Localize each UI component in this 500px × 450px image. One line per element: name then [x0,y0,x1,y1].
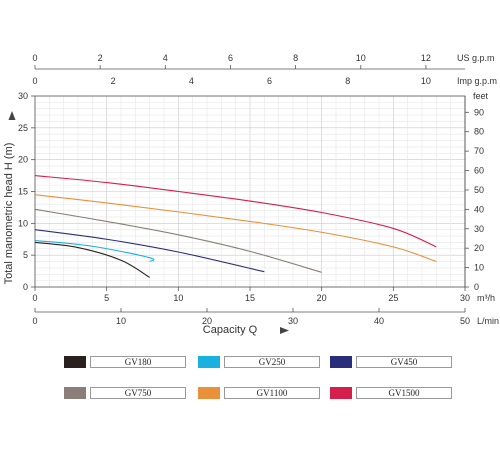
y-tick-label: 0 [23,282,28,292]
us-gpm-tick-label: 6 [228,53,233,63]
series-line-gv750 [34,208,322,273]
series-line-gv450 [34,229,265,273]
y-tick-label: 30 [18,91,28,101]
imp-gpm-tick-label: 10 [421,76,431,86]
feet-tick-label: 80 [474,127,484,137]
series-line-gv180 [34,241,150,278]
y-axis-arrow-icon [8,111,16,120]
feet-tick-label: 10 [474,263,484,273]
lmin-tick-label: 40 [374,316,384,326]
feet-tick-label: 60 [474,166,484,176]
imp-gpm-tick-label: 0 [32,76,37,86]
x-tick-label: 20 [317,293,327,303]
feet-unit-label: feet [473,91,489,101]
lmin-tick-label: 0 [32,316,37,326]
feet-tick-label: 0 [474,282,479,292]
x-tick-label: 5 [104,293,109,303]
us-gpm-tick-label: 2 [98,53,103,63]
x-axis-title: Capacity Q [203,324,258,336]
y-tick-label: 15 [18,187,28,197]
lmin-unit-label: L/min [477,316,499,326]
us-gpm-tick-label: 0 [32,53,37,63]
us-gpm-tick-label: 10 [356,53,366,63]
y-tick-label: 25 [18,123,28,133]
x-tick-label: 30 [460,293,470,303]
feet-tick-label: 20 [474,243,484,253]
us-gpm-tick-label: 8 [293,53,298,63]
series-line-gv250 [34,239,155,263]
imp-gpm-tick-label: 2 [111,76,116,86]
x-unit-label: m³/h [477,293,495,303]
series-line-gv1100 [34,194,437,263]
imp-gpm-tick-label: 6 [267,76,272,86]
feet-tick-label: 30 [474,224,484,234]
x-axis-arrow-icon [280,327,289,334]
lmin-tick-label: 10 [116,316,126,326]
imp-gpm-unit-label: Imp g.p.m [457,76,497,86]
y-tick-label: 20 [18,155,28,165]
y-tick-label: 5 [23,250,28,260]
y-tick-label: 10 [18,218,28,228]
x-tick-label: 25 [388,293,398,303]
feet-tick-label: 50 [474,185,484,195]
us-gpm-tick-label: 12 [421,53,431,63]
x-tick-label: 15 [245,293,255,303]
imp-gpm-tick-label: 4 [189,76,194,86]
lmin-tick-label: 30 [288,316,298,326]
feet-tick-label: 70 [474,146,484,156]
x-tick-label: 10 [173,293,183,303]
us-gpm-unit-label: US g.p.m [457,53,495,63]
imp-gpm-tick-label: 8 [345,76,350,86]
x-tick-label: 0 [32,293,37,303]
lmin-tick-label: 50 [460,316,470,326]
lmin-tick-label: 20 [202,316,212,326]
y-axis-title: Total manometric head H (m) [3,143,15,285]
feet-tick-label: 90 [474,107,484,117]
feet-tick-label: 40 [474,204,484,214]
series-line-gv1500 [34,175,437,248]
us-gpm-tick-label: 4 [163,53,168,63]
